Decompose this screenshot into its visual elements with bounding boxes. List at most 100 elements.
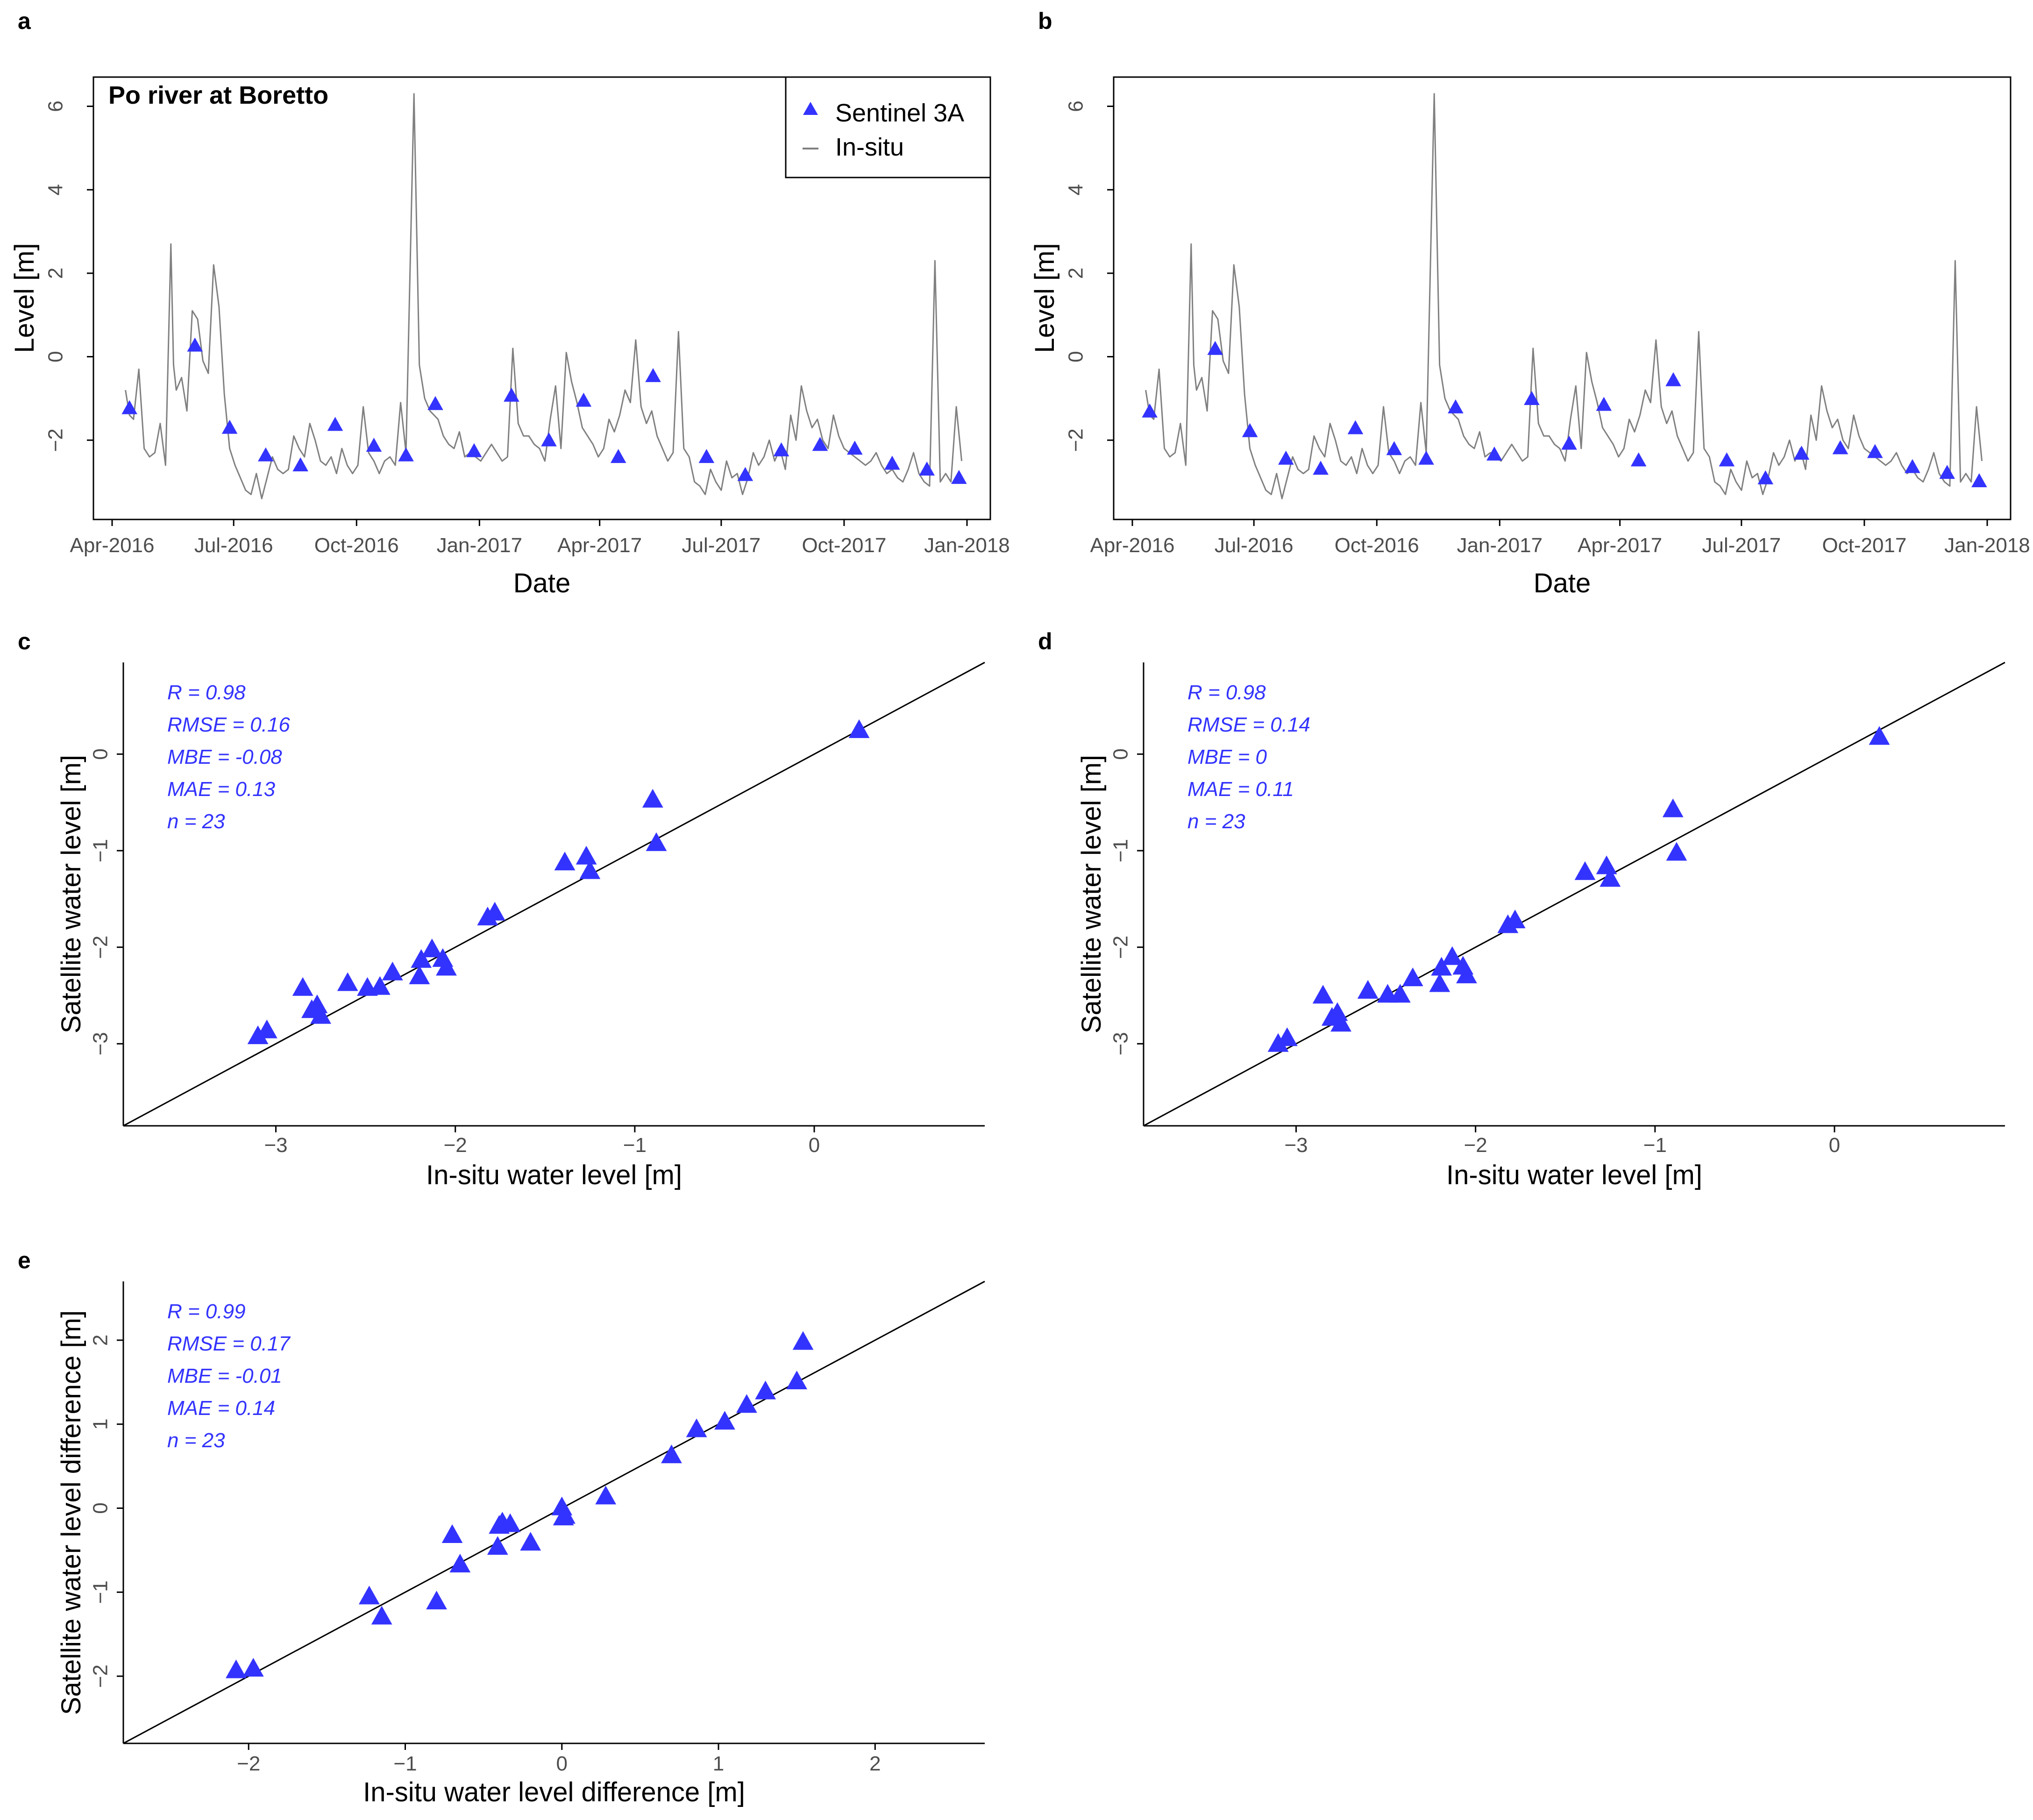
y-tick-label: 4	[44, 184, 67, 195]
x-tick-label: Apr-2017	[557, 534, 642, 557]
x-axis-label-c: In-situ water level [m]	[426, 1160, 682, 1190]
panel-label-a: a	[18, 8, 31, 34]
insitu-line	[1145, 93, 1983, 499]
x-tick-label: Apr-2016	[1090, 534, 1174, 557]
scatter-points-d	[1267, 726, 1890, 1052]
x-tick-label: −1	[1643, 1134, 1667, 1157]
stat-mae: MAE = 0.14	[167, 1397, 275, 1420]
data-point	[1793, 446, 1810, 460]
y-tick-label: 2	[89, 1335, 112, 1346]
data-point	[1666, 842, 1687, 861]
x-tick-label: Jul-2016	[194, 534, 273, 557]
insitu-series-b	[1145, 93, 1983, 499]
legend-item-sentinel: Sentinel 3A	[835, 99, 964, 127]
stat-rmse: RMSE = 0.17	[167, 1332, 291, 1355]
x-tick-label: Jan-2018	[924, 534, 1009, 557]
data-point	[919, 461, 935, 476]
y-ticks-d: −3 −2 −1 0	[1109, 748, 1144, 1055]
y-tick-label: 6	[44, 100, 67, 112]
y-tick-label: −2	[89, 936, 112, 959]
data-point	[1869, 726, 1890, 745]
x-tick-label: −3	[1284, 1134, 1308, 1157]
data-point	[242, 1657, 264, 1677]
data-point	[1596, 855, 1617, 874]
y-tick-label: −2	[44, 428, 67, 452]
stats-box-c: R = 0.98 RMSE = 0.16 MBE = -0.08 MAE = 0…	[167, 681, 290, 833]
data-point	[1312, 985, 1334, 1004]
x-ticks-e: −2 −1 0 1 2	[237, 1743, 881, 1775]
stats-box-e: R = 0.99 RMSE = 0.17 MBE = -0.01 MAE = 0…	[167, 1300, 291, 1452]
panel-e: e −2 −1 0 1 2 −2 −1 0 1 2 R = 0.99 RMSE = 0.17 M…	[18, 1247, 985, 1807]
panel-label-b: b	[1038, 8, 1052, 34]
data-point	[792, 1331, 814, 1350]
data-point	[292, 977, 313, 996]
y-tick-label: 0	[89, 1502, 112, 1514]
data-point	[292, 457, 308, 472]
data-point	[421, 938, 443, 958]
data-point	[786, 1370, 808, 1389]
data-point	[755, 1380, 776, 1400]
data-point	[409, 965, 430, 984]
data-point	[551, 1496, 573, 1515]
data-point	[1418, 450, 1434, 465]
x-tick-label: Oct-2017	[802, 534, 886, 557]
plot-frame-a	[92, 76, 991, 520]
data-point	[258, 447, 274, 462]
data-point	[579, 860, 601, 879]
data-point	[247, 1025, 269, 1045]
data-point	[1665, 372, 1681, 386]
x-tick-label: Jul-2017	[1702, 534, 1781, 557]
panel-label-d: d	[1038, 628, 1052, 654]
data-point	[1832, 440, 1848, 455]
y-tick-label: 0	[44, 351, 67, 362]
data-point	[358, 1585, 380, 1605]
one-to-one-line	[123, 661, 985, 1127]
data-point	[1939, 465, 1955, 479]
data-point	[427, 396, 443, 410]
panel-label-c: c	[18, 628, 31, 654]
data-point	[1486, 446, 1502, 461]
data-point	[1867, 444, 1883, 458]
y-ticks-a: −2 0 2 4 6	[44, 100, 93, 452]
x-tick-label: −3	[264, 1134, 287, 1157]
data-point	[686, 1418, 707, 1437]
x-tick-label: Oct-2016	[1335, 534, 1419, 557]
data-point	[441, 1524, 463, 1543]
data-point	[357, 977, 378, 996]
data-point	[489, 1515, 510, 1534]
x-axis-label-a: Date	[513, 568, 571, 598]
data-point	[432, 948, 454, 967]
data-point	[576, 846, 597, 865]
data-point	[366, 438, 382, 452]
data-point	[541, 432, 557, 447]
stat-mae: MAE = 0.13	[167, 778, 276, 801]
data-point	[1630, 452, 1647, 467]
sentinel-series-a	[121, 337, 967, 484]
data-point	[1207, 341, 1223, 355]
data-point	[121, 400, 137, 414]
data-point	[1429, 973, 1450, 992]
data-point	[426, 1591, 447, 1610]
panel-d: d −3 −2 −1 0 −3 −2 −1 0 R = 0.98 RMSE = 0.14 M…	[1038, 628, 2005, 1190]
panel-b: b Apr-2016 Jul-2016 Oct-2016 Jan-2017 Apr-20…	[1030, 8, 2030, 598]
data-point	[1242, 423, 1258, 437]
scatter-points-c	[247, 719, 870, 1045]
data-point	[1452, 956, 1474, 975]
data-point	[576, 392, 592, 407]
y-axis-label-a: Level [m]	[9, 243, 40, 353]
data-point	[1574, 861, 1596, 880]
data-point	[847, 441, 863, 455]
data-point	[642, 789, 663, 808]
y-tick-label: −2	[1109, 936, 1132, 959]
data-point	[1662, 798, 1684, 818]
data-point	[1321, 1007, 1343, 1026]
stat-mbe: MBE = -0.08	[167, 746, 282, 768]
data-point	[645, 368, 661, 382]
x-tick-label: 1	[713, 1752, 724, 1775]
stat-rmse: RMSE = 0.14	[1187, 713, 1310, 736]
x-ticks-b: Apr-2016 Jul-2016 Oct-2016 Jan-2017 Apr-2017…	[1090, 519, 2030, 557]
y-axis-label-c: Satellite water level [m]	[56, 755, 86, 1033]
data-point	[221, 419, 238, 434]
y-axis-label-b: Level [m]	[1030, 243, 1060, 353]
